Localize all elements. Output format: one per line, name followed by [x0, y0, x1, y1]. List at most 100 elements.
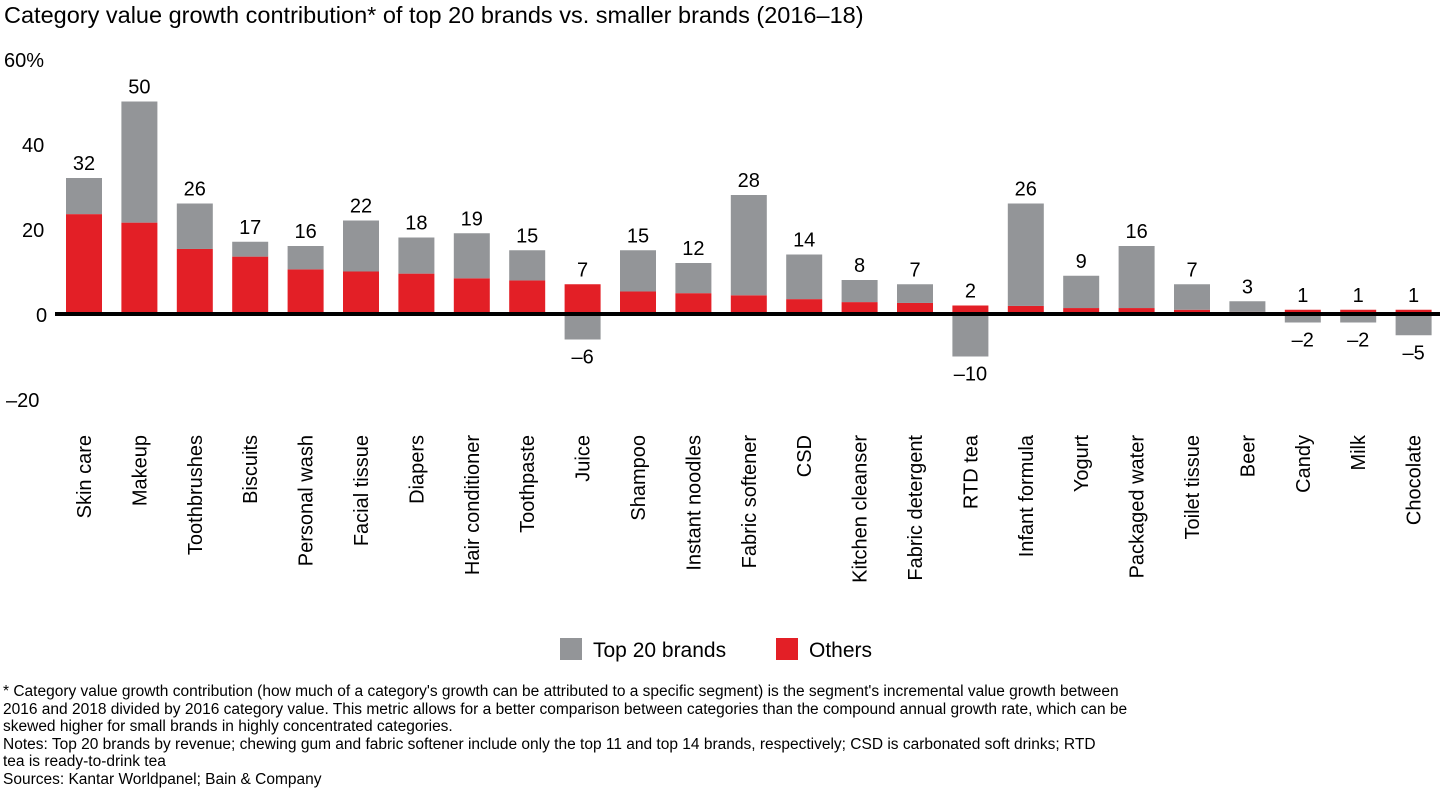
legend-swatch-others — [776, 638, 798, 660]
data-label-positive: 22 — [350, 196, 372, 218]
data-label-positive: 1 — [1297, 285, 1308, 307]
category-label: Toothbrushes — [185, 435, 207, 555]
category-label: Packaged water — [1127, 435, 1149, 579]
bar-top20 — [176, 203, 213, 249]
bar-top20 — [1284, 314, 1321, 323]
bar-top20 — [952, 314, 989, 357]
category-label: Infant formula — [1016, 434, 1038, 557]
category-label: Fabric softener — [739, 435, 761, 569]
footnote-line: skewed higher for small brands in highly… — [3, 718, 453, 735]
bar-top20 — [1340, 314, 1377, 323]
bar-top20 — [1174, 284, 1210, 310]
bar-top20 — [1007, 203, 1044, 306]
category-label: CSD — [794, 435, 816, 477]
data-label-positive: 16 — [1125, 221, 1147, 243]
data-label-positive: 7 — [577, 259, 588, 281]
category-label: Toilet tissue — [1182, 435, 1204, 540]
data-label-positive: 26 — [184, 179, 206, 201]
bar-top20 — [66, 178, 102, 215]
category-label: Milk — [1348, 434, 1370, 471]
bar-others — [786, 299, 823, 314]
data-label-positive: 15 — [516, 225, 538, 247]
bar-others — [1007, 305, 1044, 314]
bar-top20 — [1063, 275, 1100, 309]
legend-label-others: Others — [809, 639, 872, 662]
bar-others — [952, 305, 989, 314]
bar-others — [1063, 308, 1100, 314]
bar-others — [841, 302, 878, 314]
data-label-positive: 8 — [854, 255, 865, 277]
bar-top20 — [343, 220, 379, 272]
bar-top20 — [897, 284, 933, 303]
bar-others — [232, 256, 269, 314]
data-label-positive: 1 — [1408, 285, 1419, 307]
data-label-positive: 50 — [128, 77, 150, 99]
footnote-line: tea is ready-to-drink tea — [3, 753, 166, 770]
data-label-positive: 14 — [793, 230, 815, 252]
category-label: Kitchen cleanser — [850, 435, 872, 583]
bar-top20 — [675, 263, 712, 294]
bar-others — [897, 302, 933, 314]
bar-others — [176, 248, 213, 314]
bar-top20 — [287, 246, 324, 270]
chart-title: Category value growth contribution* of t… — [4, 2, 864, 28]
bar-top20 — [1118, 246, 1155, 309]
data-label-positive: 3 — [1242, 276, 1253, 298]
data-label-positive: 12 — [682, 238, 704, 260]
data-label-positive: 16 — [294, 221, 316, 243]
bar-top20 — [232, 241, 269, 257]
bar-top20 — [620, 250, 656, 292]
data-label-positive: 32 — [73, 153, 95, 175]
bar-others — [1174, 309, 1210, 314]
category-label: Shampoo — [628, 435, 650, 521]
bar-top20 — [509, 250, 546, 281]
category-label: Personal wash — [296, 435, 318, 566]
bar-others — [453, 278, 490, 314]
category-label: Beer — [1237, 435, 1259, 478]
data-label-negative: –5 — [1402, 342, 1424, 364]
footnote-line: Notes: Top 20 brands by revenue; chewing… — [3, 735, 1096, 753]
footnote-line: Sources: Kantar Worldpanel; Bain & Compa… — [3, 770, 322, 788]
data-label-positive: 7 — [909, 259, 920, 281]
bar-others — [675, 293, 712, 314]
y-tick-label: 40 — [22, 135, 44, 157]
footnotes: * Category value growth contribution (ho… — [3, 683, 1127, 788]
category-label: Facial tissue — [351, 435, 373, 546]
bar-top20 — [121, 101, 158, 223]
legend-label-top20: Top 20 brands — [593, 639, 726, 662]
category-label: Yogurt — [1071, 435, 1093, 493]
bar-others — [730, 295, 767, 314]
category-label: Instant noodles — [683, 435, 705, 571]
bar-others — [398, 273, 435, 314]
data-label-negative: –2 — [1347, 330, 1369, 352]
data-label-negative: –6 — [571, 347, 593, 369]
bar-others — [66, 214, 102, 314]
bar-others — [121, 222, 158, 314]
category-label: Toothpaste — [517, 435, 539, 533]
data-label-positive: 26 — [1015, 179, 1037, 201]
data-label-negative: –2 — [1292, 330, 1314, 352]
bar-top20 — [1229, 301, 1266, 312]
bar-others — [1395, 309, 1432, 314]
data-label-positive: 19 — [461, 208, 483, 230]
bar-top20 — [398, 237, 435, 274]
bar-others — [564, 284, 601, 314]
bar-top20 — [841, 280, 878, 303]
category-label: Hair conditioner — [462, 435, 484, 575]
footnote-line: 2016 and 2018 divided by 2016 category v… — [3, 700, 1128, 718]
data-label-positive: 1 — [1353, 285, 1364, 307]
category-label: Diapers — [406, 435, 428, 504]
bar-others — [1118, 308, 1155, 314]
bar-others — [1284, 309, 1321, 314]
data-label-positive: 9 — [1076, 251, 1087, 273]
y-tick-label: 20 — [22, 220, 44, 242]
data-label-positive: 15 — [627, 225, 649, 247]
bar-top20 — [786, 254, 823, 300]
category-label: Juice — [573, 435, 595, 482]
bar-top20 — [730, 195, 767, 296]
bar-top20 — [453, 233, 490, 279]
bar-top20 — [1395, 314, 1432, 336]
category-label: Makeup — [129, 435, 151, 506]
data-label-positive: 17 — [239, 217, 261, 239]
bar-others — [620, 291, 656, 314]
